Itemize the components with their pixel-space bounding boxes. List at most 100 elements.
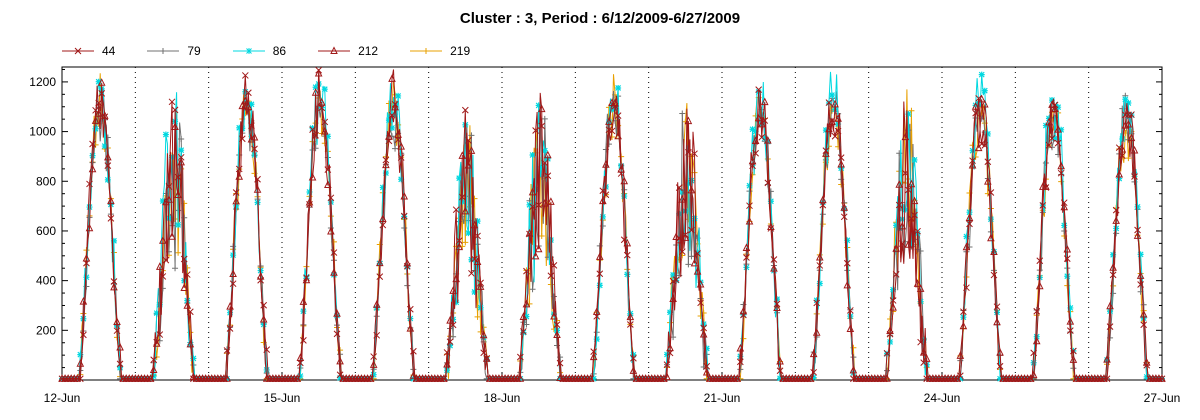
data-point — [920, 359, 928, 366]
data-point — [910, 196, 919, 205]
data-point — [149, 365, 158, 374]
data-point — [159, 198, 166, 205]
data-point — [987, 233, 995, 242]
data-point — [919, 348, 928, 356]
data-point — [550, 311, 558, 320]
data-point — [968, 160, 977, 169]
data-point — [226, 301, 234, 310]
data-point — [696, 279, 705, 288]
data-point — [101, 143, 108, 150]
data-point — [456, 175, 463, 182]
data-point — [586, 374, 595, 382]
data-point — [907, 179, 916, 188]
data-point — [685, 261, 692, 268]
data-point — [596, 282, 603, 289]
data-point — [972, 154, 979, 161]
data-point — [599, 213, 606, 220]
data-point — [337, 374, 344, 381]
data-point — [189, 372, 198, 380]
data-point — [977, 94, 986, 103]
data-point — [1066, 317, 1075, 325]
data-point — [94, 109, 103, 117]
data-point — [107, 215, 115, 222]
data-point — [522, 299, 531, 308]
data-point — [171, 122, 179, 130]
data-point — [693, 267, 702, 275]
data-point — [152, 339, 161, 347]
data-point — [449, 286, 457, 294]
data-point — [884, 367, 890, 374]
data-point — [242, 88, 249, 95]
data-point — [372, 300, 381, 308]
data-point — [320, 127, 329, 135]
data-point — [629, 366, 638, 374]
data-point — [168, 98, 176, 106]
data-point — [1060, 202, 1069, 211]
data-point — [186, 339, 195, 348]
data-point — [755, 86, 763, 93]
data-point — [476, 282, 485, 290]
data-point — [82, 253, 91, 262]
data-point — [1070, 365, 1077, 372]
data-point — [526, 201, 533, 208]
legend-item: 86 — [231, 44, 286, 58]
data-point — [990, 247, 998, 256]
data-point — [477, 304, 484, 311]
data-point — [822, 127, 829, 134]
data-point — [537, 104, 546, 113]
data-point — [889, 303, 897, 311]
data-point — [468, 132, 475, 139]
data-point — [88, 164, 97, 173]
data-point — [366, 374, 375, 382]
data-point — [443, 359, 451, 368]
data-point — [685, 180, 692, 187]
data-point — [165, 195, 173, 203]
data-point — [462, 239, 469, 246]
data-point — [981, 87, 988, 94]
data-point — [667, 309, 674, 316]
data-point — [450, 333, 457, 340]
data-point — [1115, 169, 1124, 178]
data-point — [1118, 144, 1127, 153]
data-point — [828, 117, 836, 126]
data-point — [382, 160, 390, 169]
data-point — [519, 312, 528, 320]
data-point — [920, 337, 927, 344]
data-point — [470, 220, 479, 229]
data-point — [751, 136, 760, 145]
data-point — [92, 125, 99, 132]
data-point — [825, 124, 833, 133]
data-point — [110, 237, 117, 244]
data-point — [996, 362, 1004, 370]
data-point — [223, 374, 231, 382]
data-point — [754, 113, 763, 122]
data-point — [809, 349, 818, 358]
data-point — [532, 186, 539, 193]
data-point — [293, 374, 302, 382]
data-point — [1069, 355, 1078, 363]
data-point — [749, 126, 756, 133]
legend-label: 219 — [450, 44, 471, 58]
data-point — [630, 354, 637, 362]
data-point — [443, 349, 451, 356]
data-point — [263, 366, 270, 373]
data-point — [229, 269, 237, 278]
data-point — [389, 124, 395, 131]
data-point — [446, 316, 454, 324]
data-point — [175, 249, 182, 256]
data-point — [834, 127, 842, 135]
x-tick-label: 12-Jun — [44, 391, 81, 405]
data-point — [465, 230, 472, 237]
data-point — [1030, 359, 1037, 366]
data-point — [1125, 100, 1132, 107]
data-point — [980, 99, 989, 108]
series-212 — [58, 68, 1166, 382]
data-point — [183, 301, 192, 309]
data-point — [850, 354, 857, 361]
data-point — [957, 375, 964, 382]
data-point — [917, 338, 924, 346]
data-point — [1124, 119, 1133, 128]
data-point — [593, 336, 600, 343]
data-point — [178, 136, 185, 143]
data-point — [1119, 136, 1126, 143]
